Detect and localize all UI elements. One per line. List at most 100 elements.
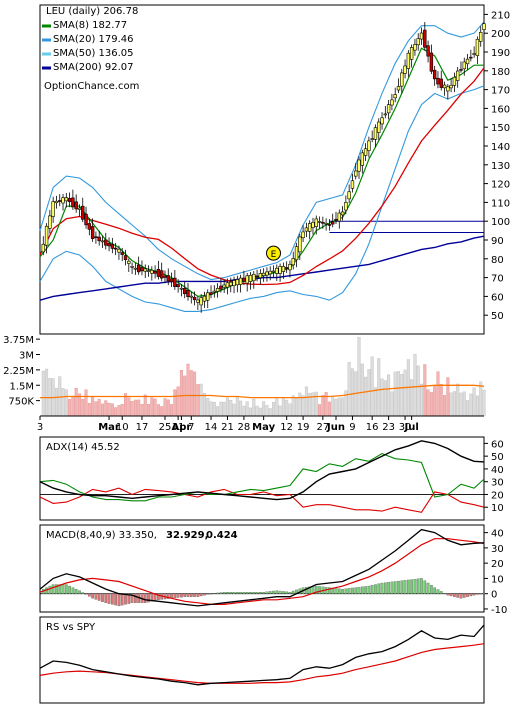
plus-di-line <box>39 452 485 502</box>
adx-tick-label: 60 <box>491 439 504 450</box>
candle-body <box>150 269 154 274</box>
candle-body <box>386 104 391 114</box>
candle-body <box>439 78 443 88</box>
candle-body <box>173 277 177 287</box>
volume-bar <box>84 389 88 417</box>
volume-bar <box>255 405 259 417</box>
volume-bar <box>364 376 368 417</box>
candle-body <box>41 243 45 253</box>
candle-body <box>133 267 138 270</box>
price-tick-label: 170 <box>491 86 510 97</box>
volume-bar <box>41 370 45 417</box>
volume-panel: 3.75M 3M 2.25M 1.5M 750K <box>3 335 486 417</box>
macd-histogram-value: 0.424 <box>206 530 238 541</box>
price-tick-label: 180 <box>491 67 510 78</box>
macd-histogram-bar <box>259 592 262 594</box>
candle-body <box>196 299 200 303</box>
volume-bar <box>81 398 85 417</box>
candle-body <box>357 159 361 172</box>
candle-body <box>222 284 226 288</box>
candle-body <box>432 69 437 80</box>
volume-bar <box>301 395 305 417</box>
volume-tick-label: 2.25M <box>3 366 34 377</box>
candle-body <box>136 264 141 273</box>
candle-body <box>153 271 157 274</box>
candle-body <box>245 275 249 284</box>
volume-bar <box>248 407 252 417</box>
minus-di-line <box>39 487 485 513</box>
legend-entry: SMA(20) 179.46 <box>53 34 134 45</box>
price-tick-label: 110 <box>491 198 510 209</box>
candle-body <box>314 218 318 227</box>
rs-line <box>39 624 485 686</box>
candle-body <box>261 272 266 276</box>
volume-bar <box>413 354 417 417</box>
macd-histogram-bar <box>176 593 180 598</box>
macd-histogram-bar <box>51 584 55 594</box>
volume-bar <box>216 406 220 417</box>
volume-bar <box>179 370 183 417</box>
candle-body <box>146 270 151 272</box>
candle-body <box>166 275 170 282</box>
volume-bar <box>258 407 262 417</box>
sma50-trend-line <box>39 67 485 286</box>
candle-body <box>288 264 292 271</box>
candle-body <box>284 267 289 269</box>
macd-histogram-bar <box>456 593 460 598</box>
candle-body <box>350 180 355 189</box>
candle-body <box>426 45 430 57</box>
macd-histogram-bar <box>426 582 430 594</box>
macd-histogram-bar <box>55 584 58 594</box>
macd-histogram-bar <box>357 587 361 594</box>
candle-body <box>143 268 147 272</box>
legend-entry: SMA(50) 136.05 <box>53 48 134 59</box>
volume-bar <box>426 389 430 417</box>
volume-bar <box>212 401 216 417</box>
volume-bar <box>469 393 473 417</box>
macd-histogram-bar <box>64 584 68 594</box>
candle-body <box>462 61 466 70</box>
candle-body <box>340 211 345 216</box>
volume-bar <box>245 401 249 417</box>
price-tick-label: 160 <box>491 104 510 115</box>
volume-tick-label: 3M <box>19 351 34 362</box>
volume-bar <box>94 401 98 417</box>
volume-bar <box>206 398 210 417</box>
candle-body <box>268 270 272 275</box>
macd-histogram-bar <box>193 593 196 597</box>
legend-title: LEU (daily) 206.78 <box>46 6 138 17</box>
macd-histogram-bar <box>242 592 246 594</box>
macd-histogram-bar <box>482 592 486 594</box>
macd-histogram-bar <box>91 593 94 599</box>
macd-histogram-bar <box>120 593 124 606</box>
macd-histogram-bar <box>235 592 239 594</box>
volume-bar <box>147 404 151 417</box>
macd-histogram-bar <box>150 593 154 602</box>
macd-histogram-bar <box>469 593 473 597</box>
macd-histogram-bar <box>393 581 397 594</box>
macd-tick-label: 0 <box>491 590 497 601</box>
date-tick-label: 9 <box>349 422 355 433</box>
macd-histogram-bar <box>282 591 285 594</box>
volume-bar <box>202 393 206 417</box>
macd-tick-label: 20 <box>491 559 504 570</box>
earnings-marker-label: E <box>271 250 277 260</box>
candle-body <box>383 113 388 116</box>
macd-histogram-bar <box>104 593 108 603</box>
macd-histogram-bar <box>443 593 446 594</box>
macd-histogram-bar <box>278 590 282 594</box>
candle-body <box>219 285 223 290</box>
volume-bar <box>446 377 450 417</box>
volume-bar <box>331 396 335 417</box>
macd-histogram-bar <box>199 593 203 597</box>
volume-bar <box>163 398 167 417</box>
candle-body <box>321 221 325 224</box>
macd-histogram-bar <box>203 593 206 596</box>
price-tick-label: 60 <box>491 292 504 303</box>
candle-body <box>77 207 82 210</box>
volume-bar <box>196 384 200 417</box>
adx-tick-label: 40 <box>491 465 504 476</box>
macd-histogram-bar <box>97 593 101 601</box>
candle-body <box>317 221 322 223</box>
